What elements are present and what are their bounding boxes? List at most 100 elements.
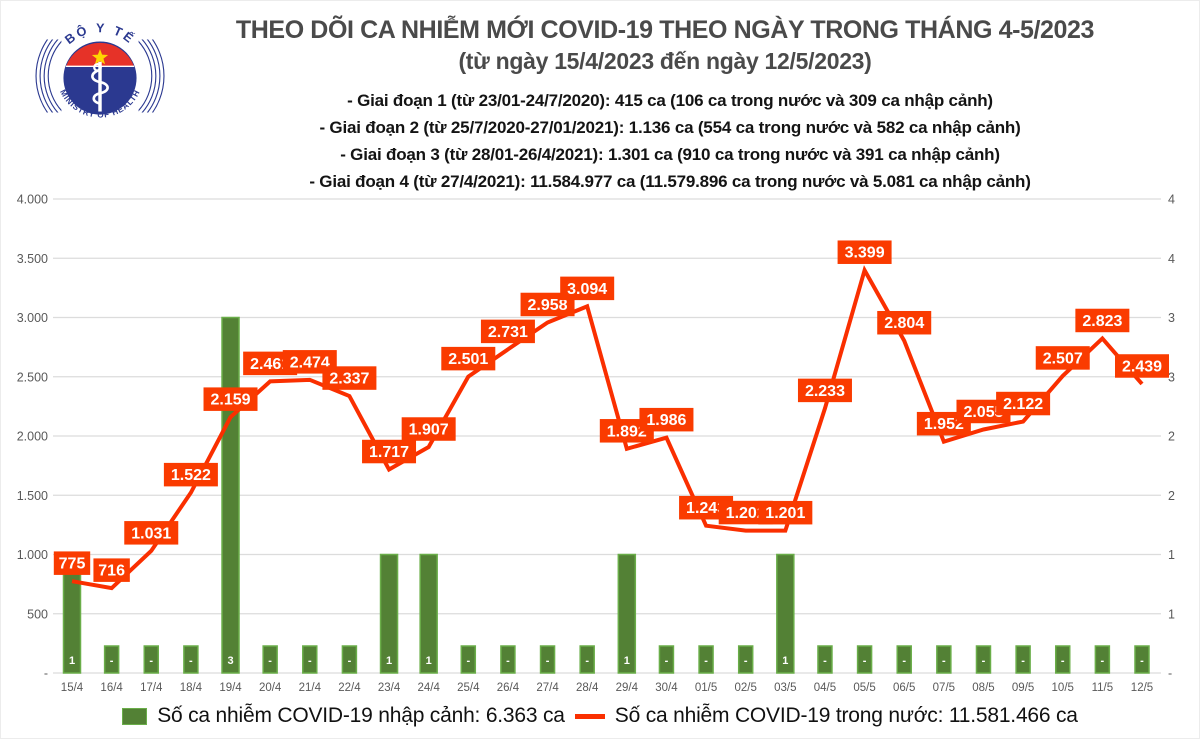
- page-subtitle: (từ ngày 15/4/2023 đến ngày 12/5/2023): [458, 48, 872, 74]
- bar: [1054, 645, 1071, 674]
- bar: [419, 553, 438, 674]
- point-label-value: 1.243: [686, 500, 726, 517]
- bar-value-label: -: [744, 655, 748, 667]
- bar-value-label: -: [1140, 655, 1144, 667]
- y-axis-label-right: 2: [1168, 489, 1175, 503]
- bar-value-label: -: [268, 655, 272, 667]
- point-label-box: [362, 439, 417, 464]
- point-label-box: [203, 387, 258, 411]
- x-axis-label: 29/4: [616, 682, 639, 694]
- point-label-box: [1075, 308, 1130, 333]
- bar: [500, 645, 516, 674]
- y-axis-label-left: 3.000: [17, 311, 48, 325]
- y-axis-label-right: 1: [1168, 607, 1175, 621]
- point-label-box: [560, 276, 615, 301]
- bar: [617, 553, 637, 674]
- bar-value-label: -: [1101, 655, 1105, 667]
- x-axis-label: 06/5: [893, 682, 915, 694]
- point-label-box: [480, 319, 535, 344]
- bar-value-label: -: [982, 655, 986, 667]
- bar-value-label: -: [704, 655, 708, 667]
- bar: [658, 645, 675, 674]
- bar-value-label: -: [189, 655, 193, 667]
- point-label-value: 2.122: [1003, 396, 1043, 413]
- x-axis-label: 12/5: [1131, 682, 1153, 694]
- bar: [896, 645, 912, 674]
- point-label-value: 2.731: [488, 324, 528, 341]
- bar-value-label: -: [585, 655, 589, 667]
- bar: [143, 645, 160, 674]
- x-axis-label: 15/4: [61, 682, 84, 694]
- logo-asclepius-staff-icon: [91, 61, 109, 112]
- x-axis-label: 20/4: [259, 682, 282, 694]
- x-axis-label: 21/4: [299, 682, 322, 694]
- point-label-box: [124, 521, 179, 545]
- x-axis-label: 22/4: [338, 682, 361, 694]
- bar: [379, 553, 399, 674]
- x-axis-label: 17/4: [140, 682, 163, 694]
- x-axis-label: 28/4: [576, 682, 599, 694]
- bar-value-label: -: [823, 655, 827, 667]
- bar: [975, 645, 992, 674]
- bar-value-label: -: [149, 655, 153, 667]
- phase-4-line: - Giai đoạn 4 (từ 27/4/2021): 11.584.977…: [309, 172, 1031, 191]
- point-label-box: [1115, 354, 1169, 378]
- bar: [579, 645, 595, 674]
- bar: [341, 645, 358, 674]
- point-label-value: 1.201: [765, 505, 805, 522]
- bar: [103, 645, 120, 674]
- x-axis-label: 24/4: [417, 682, 440, 694]
- bar: [221, 316, 240, 674]
- bar: [817, 645, 833, 674]
- y-axis-label-right: 4: [1168, 252, 1175, 266]
- point-label-box: [93, 558, 130, 582]
- point-label-box: [441, 346, 496, 371]
- logo-emblem: [63, 41, 137, 115]
- bar-value-label: -: [942, 655, 946, 667]
- bar: [460, 645, 477, 674]
- bar: [1094, 645, 1111, 674]
- point-label-box: [837, 240, 892, 264]
- point-label-value: 1.522: [171, 467, 211, 484]
- bar: [1015, 645, 1031, 674]
- point-label-box: [877, 310, 932, 335]
- point-label-box: [758, 500, 813, 525]
- y-axis-label-left: 1.500: [17, 489, 48, 503]
- x-axis-label: 25/4: [457, 682, 480, 694]
- point-label-value: 3.094: [567, 281, 607, 298]
- bar-value-label: 1: [426, 655, 432, 667]
- x-axis-label: 02/5: [735, 682, 757, 694]
- point-label-box: [1035, 346, 1090, 370]
- point-label-value: 3.399: [845, 245, 885, 262]
- bar-value-label: 1: [782, 655, 788, 667]
- point-label-value: 2.823: [1082, 313, 1122, 330]
- legend-line-label: Số ca nhiễm COVID-19 trong nước: 11.581.…: [614, 704, 1078, 727]
- point-label-value: 2.055: [963, 404, 1003, 421]
- x-axis-label: 27/4: [536, 682, 559, 694]
- x-axis-label: 03/5: [774, 682, 796, 694]
- y-axis-label-right: 3: [1168, 311, 1175, 325]
- x-axis-label: 07/5: [933, 682, 955, 694]
- point-label-value: 716: [98, 563, 125, 580]
- x-axis-label: 11/5: [1092, 682, 1114, 694]
- bar: [302, 645, 318, 674]
- point-label-value: 1.907: [409, 422, 449, 439]
- point-label-value: 2.501: [448, 351, 488, 368]
- y-axis-label-left: 2.500: [17, 370, 48, 384]
- point-label-box: [163, 462, 218, 487]
- point-label-value: 1.892: [607, 423, 647, 440]
- point-label-value: 2.159: [210, 392, 250, 409]
- y-axis-label-right: 3: [1168, 370, 1175, 384]
- bar: [539, 645, 556, 674]
- point-label-box: [639, 407, 694, 432]
- point-label-value: 2.507: [1043, 350, 1083, 367]
- x-axis-label: 10/5: [1052, 682, 1074, 694]
- legend-line-swatch-icon: [574, 713, 605, 719]
- point-label-box: [996, 391, 1051, 416]
- bar-value-label: -: [506, 655, 510, 667]
- point-label-box: [53, 551, 91, 575]
- bar-value-label: -: [863, 655, 867, 667]
- y-axis-label-left: 3.500: [17, 252, 48, 266]
- bar: [856, 645, 873, 674]
